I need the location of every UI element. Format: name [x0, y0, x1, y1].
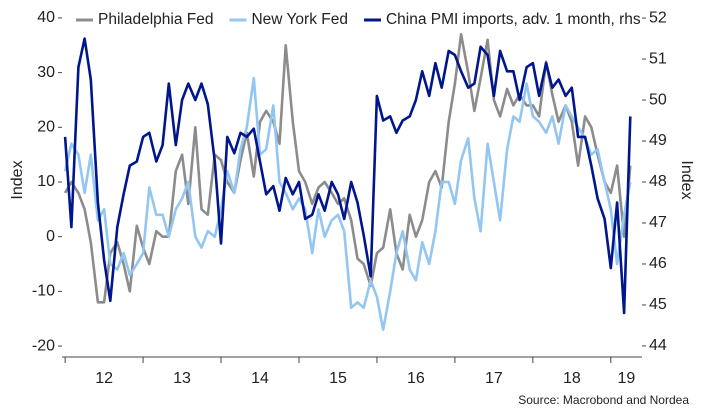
- y2-tick-label: 45: [649, 296, 667, 313]
- y-tick-label: -20: [32, 337, 55, 354]
- y2-tick-label: 51: [649, 50, 667, 67]
- x-tick-label: 12: [95, 370, 113, 387]
- series-line: [63, 33, 632, 304]
- legend-label: China PMI imports, adv. 1 month, rhs: [386, 11, 641, 28]
- x-tick-label: 19: [618, 370, 636, 387]
- legend-label: New York Fed: [251, 11, 348, 28]
- y-axis-label: Index: [9, 160, 26, 199]
- series-line: [63, 37, 632, 315]
- legend-label: Philadelphia Fed: [98, 11, 213, 28]
- y-tick-label: 30: [37, 64, 55, 81]
- y2-tick-label: 47: [649, 214, 667, 231]
- source-note: Source: Macrobond and Nordea: [518, 393, 689, 407]
- y2-tick-label: 50: [649, 91, 667, 108]
- y2-tick-label: 44: [649, 337, 667, 354]
- y-tick-label: 0: [46, 228, 55, 245]
- y-tick-label: 20: [37, 119, 55, 136]
- x-tick-label: 18: [563, 370, 581, 387]
- y2-axis-label: Index: [678, 160, 695, 199]
- y2-tick-label: 48: [649, 173, 667, 190]
- y2-tick-label: 46: [649, 255, 667, 272]
- x-tick-label: 15: [329, 370, 347, 387]
- x-tick-label: 17: [485, 370, 503, 387]
- y-tick-label: 40: [37, 9, 55, 26]
- y2-tick-label: 52: [649, 9, 667, 26]
- y-tick-label: -10: [32, 283, 55, 300]
- y2-tick-label: 49: [649, 132, 667, 149]
- series-line: [63, 76, 632, 331]
- y-tick-label: 10: [37, 173, 55, 190]
- x-tick-label: 14: [251, 370, 269, 387]
- x-tick-label: 13: [173, 370, 191, 387]
- x-tick-label: 16: [407, 370, 425, 387]
